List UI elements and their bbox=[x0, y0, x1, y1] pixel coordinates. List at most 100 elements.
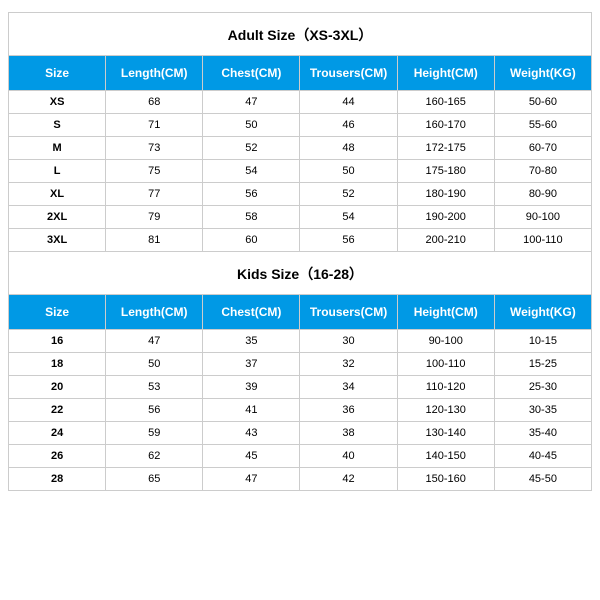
cell-value: 79 bbox=[106, 206, 203, 229]
cell-value: 75 bbox=[106, 160, 203, 183]
cell-value: 71 bbox=[106, 114, 203, 137]
cell-value: 54 bbox=[203, 160, 300, 183]
adult-header-row: Size Length(CM) Chest(CM) Trousers(CM) H… bbox=[9, 56, 592, 91]
cell-value: 45 bbox=[203, 445, 300, 468]
cell-value: 15-25 bbox=[494, 353, 591, 376]
table-row: L755450175-18070-80 bbox=[9, 160, 592, 183]
cell-size: 26 bbox=[9, 445, 106, 468]
cell-value: 50-60 bbox=[494, 91, 591, 114]
col-trousers: Trousers(CM) bbox=[300, 56, 397, 91]
cell-value: 25-30 bbox=[494, 376, 591, 399]
adult-size-table: Size Length(CM) Chest(CM) Trousers(CM) H… bbox=[8, 55, 592, 252]
cell-value: 38 bbox=[300, 422, 397, 445]
table-row: 28654742150-16045-50 bbox=[9, 468, 592, 491]
table-row: M735248172-17560-70 bbox=[9, 137, 592, 160]
cell-value: 30 bbox=[300, 330, 397, 353]
cell-value: 53 bbox=[106, 376, 203, 399]
cell-value: 40 bbox=[300, 445, 397, 468]
cell-value: 35 bbox=[203, 330, 300, 353]
adult-size-title: Adult Size（XS-3XL） bbox=[8, 12, 592, 55]
cell-size: XS bbox=[9, 91, 106, 114]
cell-value: 45-50 bbox=[494, 468, 591, 491]
cell-value: 56 bbox=[300, 229, 397, 252]
cell-size: 20 bbox=[9, 376, 106, 399]
cell-value: 70-80 bbox=[494, 160, 591, 183]
cell-size: 18 bbox=[9, 353, 106, 376]
table-row: S715046160-17055-60 bbox=[9, 114, 592, 137]
cell-value: 90-100 bbox=[494, 206, 591, 229]
cell-size: M bbox=[9, 137, 106, 160]
cell-value: 55-60 bbox=[494, 114, 591, 137]
col-height: Height(CM) bbox=[397, 56, 494, 91]
table-row: 26624540140-15040-45 bbox=[9, 445, 592, 468]
table-row: 18503732100-11015-25 bbox=[9, 353, 592, 376]
cell-value: 47 bbox=[106, 330, 203, 353]
cell-value: 160-165 bbox=[397, 91, 494, 114]
table-row: 24594338130-14035-40 bbox=[9, 422, 592, 445]
table-row: 22564136120-13030-35 bbox=[9, 399, 592, 422]
cell-value: 175-180 bbox=[397, 160, 494, 183]
cell-size: 24 bbox=[9, 422, 106, 445]
cell-size: 16 bbox=[9, 330, 106, 353]
col-size: Size bbox=[9, 56, 106, 91]
kids-tbody: 1647353090-10010-1518503732100-11015-252… bbox=[9, 330, 592, 491]
cell-value: 40-45 bbox=[494, 445, 591, 468]
cell-value: 48 bbox=[300, 137, 397, 160]
kids-size-table: Size Length(CM) Chest(CM) Trousers(CM) H… bbox=[8, 294, 592, 491]
cell-value: 43 bbox=[203, 422, 300, 445]
table-row: 1647353090-10010-15 bbox=[9, 330, 592, 353]
cell-size: L bbox=[9, 160, 106, 183]
cell-value: 150-160 bbox=[397, 468, 494, 491]
cell-size: 28 bbox=[9, 468, 106, 491]
table-row: XS684744160-16550-60 bbox=[9, 91, 592, 114]
cell-value: 50 bbox=[106, 353, 203, 376]
cell-value: 140-150 bbox=[397, 445, 494, 468]
cell-value: 42 bbox=[300, 468, 397, 491]
col-chest: Chest(CM) bbox=[203, 295, 300, 330]
kids-header-row: Size Length(CM) Chest(CM) Trousers(CM) H… bbox=[9, 295, 592, 330]
cell-size: S bbox=[9, 114, 106, 137]
cell-value: 59 bbox=[106, 422, 203, 445]
size-chart-container: { "styles": { "header_bg": "#0099e5", "h… bbox=[0, 0, 600, 503]
cell-value: 50 bbox=[203, 114, 300, 137]
cell-value: 39 bbox=[203, 376, 300, 399]
cell-value: 100-110 bbox=[397, 353, 494, 376]
cell-value: 56 bbox=[203, 183, 300, 206]
cell-size: 2XL bbox=[9, 206, 106, 229]
col-chest: Chest(CM) bbox=[203, 56, 300, 91]
cell-value: 130-140 bbox=[397, 422, 494, 445]
cell-value: 41 bbox=[203, 399, 300, 422]
cell-value: 54 bbox=[300, 206, 397, 229]
col-height: Height(CM) bbox=[397, 295, 494, 330]
cell-value: 160-170 bbox=[397, 114, 494, 137]
cell-value: 90-100 bbox=[397, 330, 494, 353]
cell-value: 77 bbox=[106, 183, 203, 206]
kids-size-title: Kids Size（16-28） bbox=[8, 252, 592, 294]
adult-tbody: XS684744160-16550-60S715046160-17055-60M… bbox=[9, 91, 592, 252]
cell-value: 172-175 bbox=[397, 137, 494, 160]
cell-value: 50 bbox=[300, 160, 397, 183]
table-row: 3XL816056200-210100-110 bbox=[9, 229, 592, 252]
cell-value: 32 bbox=[300, 353, 397, 376]
cell-value: 60-70 bbox=[494, 137, 591, 160]
cell-value: 35-40 bbox=[494, 422, 591, 445]
cell-value: 62 bbox=[106, 445, 203, 468]
cell-value: 200-210 bbox=[397, 229, 494, 252]
cell-value: 190-200 bbox=[397, 206, 494, 229]
cell-value: 58 bbox=[203, 206, 300, 229]
cell-value: 68 bbox=[106, 91, 203, 114]
cell-value: 110-120 bbox=[397, 376, 494, 399]
cell-value: 180-190 bbox=[397, 183, 494, 206]
cell-size: 3XL bbox=[9, 229, 106, 252]
cell-value: 65 bbox=[106, 468, 203, 491]
cell-value: 80-90 bbox=[494, 183, 591, 206]
cell-value: 46 bbox=[300, 114, 397, 137]
cell-value: 56 bbox=[106, 399, 203, 422]
cell-value: 52 bbox=[300, 183, 397, 206]
col-length: Length(CM) bbox=[106, 56, 203, 91]
col-weight: Weight(KG) bbox=[494, 295, 591, 330]
cell-value: 81 bbox=[106, 229, 203, 252]
cell-value: 100-110 bbox=[494, 229, 591, 252]
table-row: 2XL795854190-20090-100 bbox=[9, 206, 592, 229]
cell-value: 120-130 bbox=[397, 399, 494, 422]
